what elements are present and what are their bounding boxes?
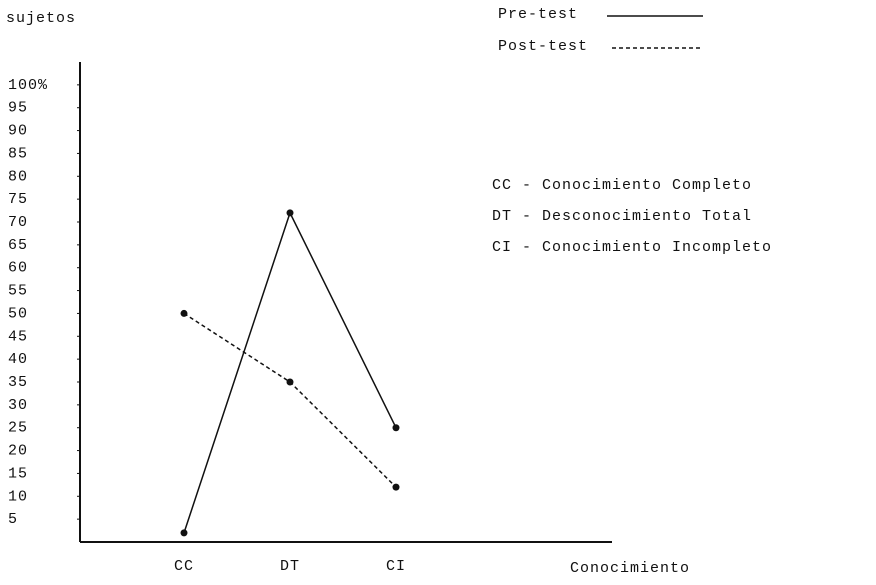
- y-tick-label: 95: [8, 100, 28, 117]
- y-tick-label: 100%: [8, 77, 48, 94]
- y-tick-label: 5: [8, 511, 18, 528]
- y-tick-label: 35: [8, 374, 28, 391]
- data-point: [392, 483, 400, 491]
- y-tick-label: 15: [8, 465, 28, 482]
- x-tick-label: CC: [174, 558, 194, 575]
- y-tick-label: 50: [8, 305, 28, 322]
- data-point: [286, 378, 294, 386]
- y-tick-label: 10: [8, 488, 28, 505]
- y-tick-label: 25: [8, 420, 28, 437]
- y-tick-label: 40: [8, 351, 28, 368]
- y-tick-label: 75: [8, 191, 28, 208]
- x-tick-label: DT: [280, 558, 300, 575]
- data-point: [286, 209, 294, 217]
- x-tick-label: CI: [386, 558, 406, 575]
- y-tick-label: 80: [8, 168, 28, 185]
- note: CC - Conocimiento Completo: [492, 177, 752, 194]
- data-point: [180, 529, 188, 537]
- legend-label: Pre-test: [498, 6, 578, 23]
- y-tick-label: 55: [8, 283, 28, 300]
- y-tick-label: 70: [8, 214, 28, 231]
- note: DT - Desconocimiento Total: [492, 208, 752, 225]
- note: CI - Conocimiento Incompleto: [492, 239, 772, 256]
- data-point: [180, 309, 188, 317]
- y-tick-label: 30: [8, 397, 28, 414]
- y-tick-label: 20: [8, 443, 28, 460]
- series-line: [183, 210, 397, 534]
- data-point: [392, 424, 400, 432]
- y-tick-label: 85: [8, 145, 28, 162]
- series-line: [183, 312, 397, 488]
- y-tick-label: 45: [8, 328, 28, 345]
- y-tick-label: 90: [8, 123, 28, 140]
- legend-label: Post-test: [498, 38, 588, 55]
- y-tick-label: 60: [8, 260, 28, 277]
- x-axis-label: Conocimiento: [570, 560, 690, 577]
- y-tick-label: 65: [8, 237, 28, 254]
- y-axis-label: sujetos: [6, 10, 76, 27]
